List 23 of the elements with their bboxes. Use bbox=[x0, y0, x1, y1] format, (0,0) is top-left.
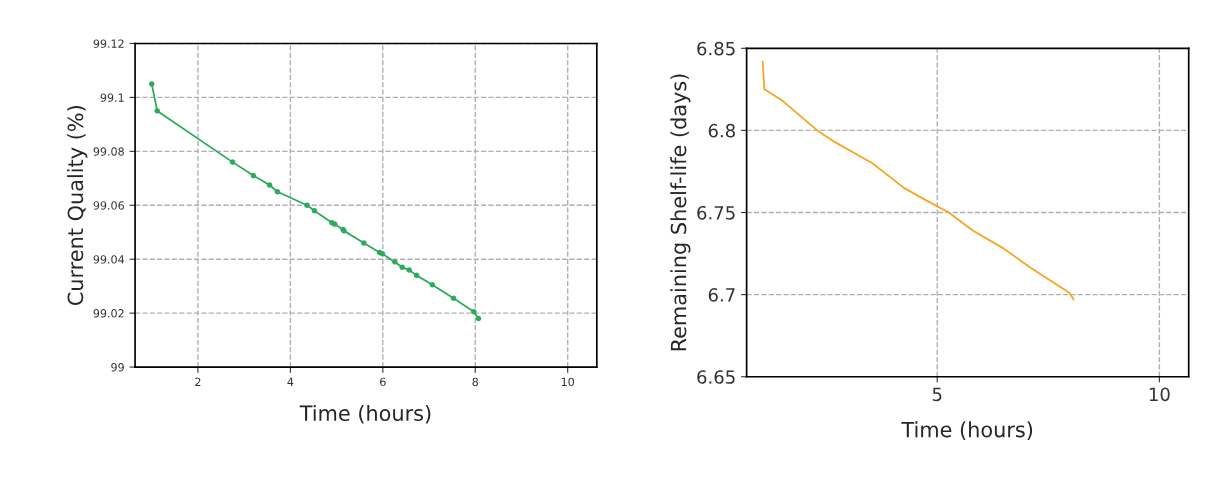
x-tick-label: 8 bbox=[472, 377, 479, 387]
x-tick-label: 2 bbox=[195, 377, 201, 386]
y-tick-label: 99.08 bbox=[93, 147, 124, 156]
x-axis-title: Time (hours) bbox=[901, 421, 1033, 440]
y-tick-label: 6.65 bbox=[697, 370, 735, 384]
x-tick-label: 10 bbox=[1149, 387, 1170, 402]
y-tick-label: 99.06 bbox=[93, 201, 124, 210]
y-tick-label: 6.75 bbox=[697, 205, 735, 220]
x-tick-label: 5 bbox=[932, 387, 942, 402]
x-tick-label: 6 bbox=[380, 377, 386, 387]
y-tick-label: 6.8 bbox=[708, 123, 735, 138]
y-tick-label: 6.7 bbox=[708, 288, 735, 302]
x-axis-title: Time (hours) bbox=[299, 404, 431, 424]
x-tick-label: 10 bbox=[561, 377, 575, 387]
y-tick-label: 99.12 bbox=[93, 39, 124, 48]
y-axis-title: Remaining Shelf-life (days) bbox=[670, 74, 691, 351]
y-tick-label: 99 bbox=[111, 363, 124, 372]
y-tick-label: 99.1 bbox=[100, 93, 124, 102]
y-axis-title: Current Quality (%) bbox=[67, 106, 88, 306]
y-tick-label: 6.85 bbox=[697, 41, 735, 56]
y-tick-label: 99.04 bbox=[93, 255, 125, 264]
x-tick-label: 4 bbox=[287, 377, 294, 386]
y-tick-label: 99.02 bbox=[93, 309, 124, 318]
